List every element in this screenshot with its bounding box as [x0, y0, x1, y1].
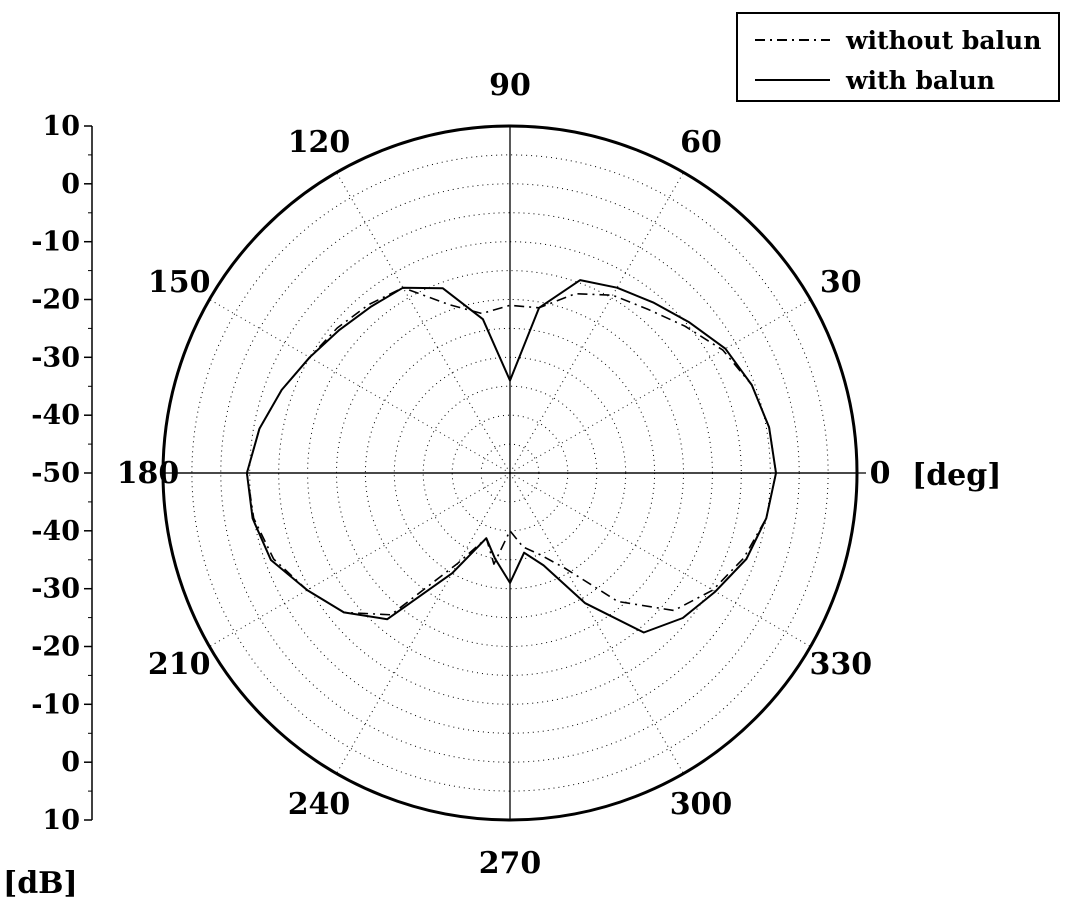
- spoke-240: [336, 472, 511, 774]
- spoke-300: [509, 472, 684, 774]
- angle-tick-label-60: 60: [680, 125, 722, 160]
- angle-tick-label-180: 180: [117, 456, 180, 491]
- legend-label-with-balun: with balun: [845, 66, 995, 95]
- series-line-with-balun: [245, 279, 777, 634]
- radial-tick-label: -50: [31, 458, 80, 489]
- series-line-without-balun: [246, 286, 777, 616]
- angle-tick-label-300: 300: [670, 787, 733, 822]
- angle-spokes: [163, 126, 866, 820]
- angle-tick-label-120: 120: [288, 125, 351, 160]
- spoke-30: [509, 299, 811, 474]
- angle-tick-label-330: 330: [809, 647, 872, 682]
- radial-tick-label: 10: [42, 805, 80, 836]
- radial-tick-label: -20: [31, 285, 80, 316]
- radial-tick-label: -40: [31, 400, 80, 431]
- radial-tick-label: -30: [31, 342, 80, 373]
- angle-tick-labels: 0 30 60 90 120 150 180 210 240 270 300 330: [117, 68, 891, 881]
- legend-label-without-balun: without balun: [845, 26, 1041, 55]
- radial-axis: 10 0 -10 -20 -30 -40 -50 -40 -30 -20 -10 0 10: [31, 111, 93, 836]
- angle-tick-label-30: 30: [820, 265, 862, 300]
- angle-tick-label-210: 210: [148, 647, 211, 682]
- radial-tick-label: -20: [31, 632, 80, 663]
- spoke-60: [509, 172, 684, 474]
- radial-tick-label: 0: [61, 169, 80, 200]
- radial-tick-label: 10: [42, 111, 80, 142]
- angle-tick-label-270: 270: [479, 846, 542, 881]
- angle-tick-label-90: 90: [489, 68, 531, 103]
- radial-tick-label: -40: [31, 516, 80, 547]
- series-layer: [245, 279, 777, 634]
- radial-tick-label: -10: [31, 689, 80, 720]
- radial-tick-label: -10: [31, 227, 80, 258]
- angle-unit-label: [deg]: [912, 458, 1001, 493]
- legend-box: [736, 12, 1060, 102]
- angle-tick-label-150: 150: [148, 265, 211, 300]
- radial-unit-label: [dB]: [3, 866, 78, 901]
- legend: without balun with balun: [736, 12, 1060, 102]
- radial-tick-label: -30: [31, 574, 80, 605]
- angle-tick-label-240: 240: [288, 787, 351, 822]
- angle-tick-label-0: 0: [870, 456, 891, 491]
- radial-tick-label: 0: [61, 747, 80, 778]
